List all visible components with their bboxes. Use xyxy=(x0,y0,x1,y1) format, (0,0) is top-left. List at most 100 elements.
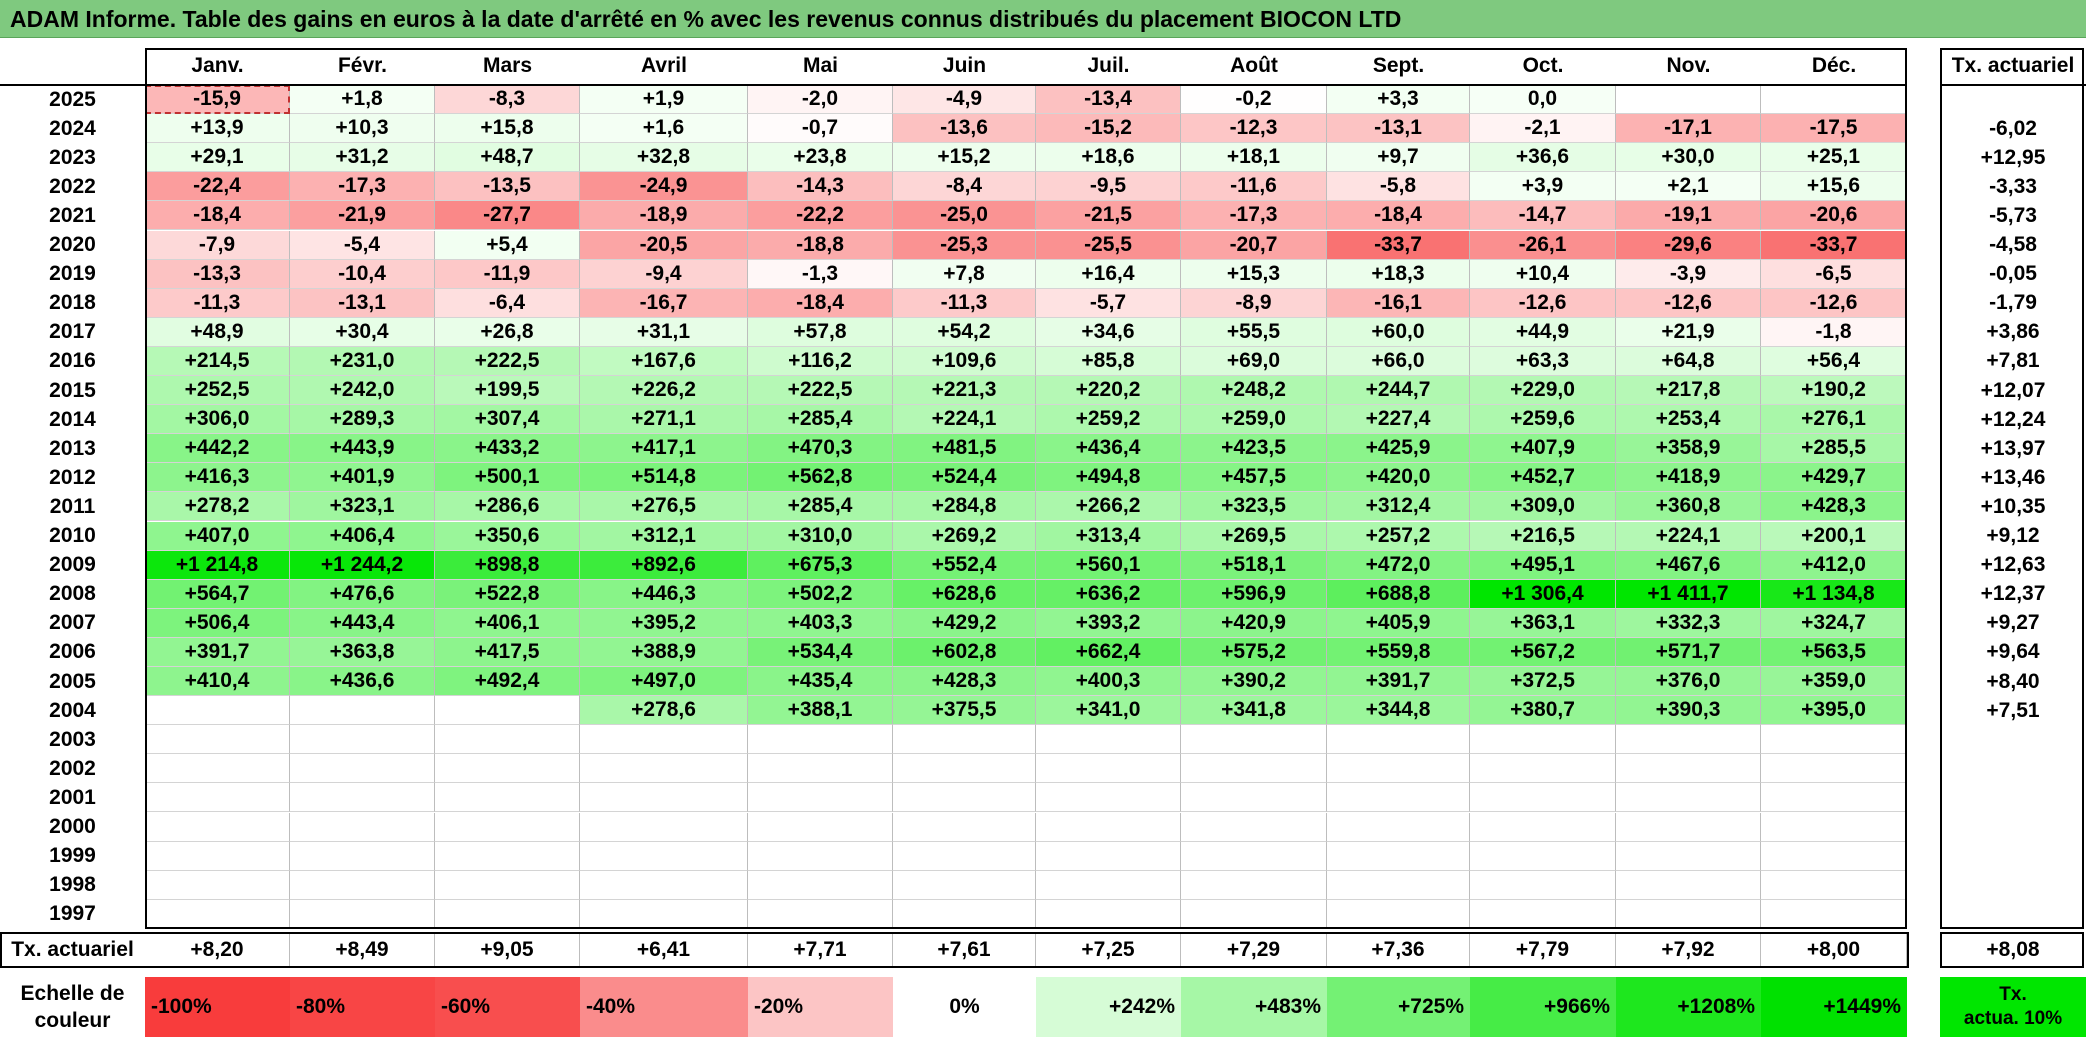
row-tx-actuariel: +7,51 xyxy=(1986,698,2040,722)
footer-tx-value: +7,25 xyxy=(1036,932,1181,968)
table-cell: +500,1 xyxy=(435,463,580,493)
table-cell: +391,7 xyxy=(145,637,290,667)
table-cell: +433,2 xyxy=(435,434,580,464)
table-cell: +244,7 xyxy=(1327,376,1470,406)
table-cell: -13,6 xyxy=(893,114,1036,144)
table-cell: +636,2 xyxy=(1036,579,1181,609)
table-cell: +109,6 xyxy=(893,346,1036,376)
table-cell xyxy=(1181,841,1327,871)
table-cell: +5,4 xyxy=(435,230,580,260)
table-cell: +898,8 xyxy=(435,550,580,580)
year-label: 2019 xyxy=(49,262,96,286)
table-cell: +494,8 xyxy=(1036,463,1181,493)
year-label: 2015 xyxy=(49,378,96,402)
table-cell: +15,3 xyxy=(1181,259,1327,289)
table-cell: -17,3 xyxy=(1181,201,1327,231)
table-cell: +259,2 xyxy=(1036,405,1181,435)
scale-step: +242% xyxy=(1036,977,1181,1037)
table-cell: +425,9 xyxy=(1327,434,1470,464)
table-cell xyxy=(748,812,893,842)
table-cell: -11,3 xyxy=(893,288,1036,318)
table-cell: +406,4 xyxy=(290,521,435,551)
table-cell xyxy=(1470,725,1616,755)
table-cell: +412,0 xyxy=(1761,550,1907,580)
month-header: Mai xyxy=(748,48,893,85)
table-cell: 0,0 xyxy=(1470,85,1616,115)
table-cell: +417,5 xyxy=(435,637,580,667)
table-cell: -21,9 xyxy=(290,201,435,231)
table-cell xyxy=(893,870,1036,900)
table-cell: +481,5 xyxy=(893,434,1036,464)
table-cell xyxy=(435,841,580,871)
table-cell: +18,6 xyxy=(1036,143,1181,173)
table-cell: +226,2 xyxy=(580,376,748,406)
table-cell: -33,7 xyxy=(1327,230,1470,260)
table-cell: +307,4 xyxy=(435,405,580,435)
table-cell: +892,6 xyxy=(580,550,748,580)
year-label: 2007 xyxy=(49,611,96,635)
table-cell: +1 411,7 xyxy=(1616,579,1761,609)
table-cell xyxy=(1327,754,1470,784)
table-cell: -15,2 xyxy=(1036,114,1181,144)
table-cell: +231,0 xyxy=(290,346,435,376)
scale-step: +966% xyxy=(1470,977,1616,1037)
table-cell: +48,7 xyxy=(435,143,580,173)
table-cell: +278,2 xyxy=(145,492,290,522)
year-label: 2018 xyxy=(49,291,96,315)
table-cell: -22,2 xyxy=(748,201,893,231)
table-cell: +259,0 xyxy=(1181,405,1327,435)
table-cell xyxy=(1036,841,1181,871)
table-cell: +1,8 xyxy=(290,85,435,115)
table-cell: -9,4 xyxy=(580,259,748,289)
table-cell: +405,9 xyxy=(1327,608,1470,638)
year-label: 2008 xyxy=(49,582,96,606)
row-tx-actuariel: +8,40 xyxy=(1986,669,2040,693)
table-cell: +18,1 xyxy=(1181,143,1327,173)
year-label: 2011 xyxy=(49,494,96,518)
table-cell: +407,9 xyxy=(1470,434,1616,464)
month-header: Juil. xyxy=(1036,48,1181,85)
table-cell: -25,5 xyxy=(1036,230,1181,260)
table-cell: -8,4 xyxy=(893,172,1036,202)
table-cell: +416,3 xyxy=(145,463,290,493)
month-header: Nov. xyxy=(1616,48,1761,85)
row-tx-actuariel xyxy=(1940,783,2086,812)
table-cell xyxy=(1470,870,1616,900)
table-cell xyxy=(748,841,893,871)
table-cell: +420,9 xyxy=(1181,608,1327,638)
row-tx-actuariel: +9,27 xyxy=(1986,611,2040,635)
table-cell: +285,5 xyxy=(1761,434,1907,464)
table-cell: -8,3 xyxy=(435,85,580,115)
table-cell xyxy=(145,725,290,755)
table-cell: +452,7 xyxy=(1470,463,1616,493)
table-cell xyxy=(1036,725,1181,755)
table-cell: +344,8 xyxy=(1327,696,1470,726)
scale-step: +1208% xyxy=(1616,977,1761,1037)
table-cell: -15,9 xyxy=(145,85,290,115)
table-cell: +48,9 xyxy=(145,317,290,347)
month-header: Juin xyxy=(893,48,1036,85)
table-cell: -13,5 xyxy=(435,172,580,202)
table-cell: +502,2 xyxy=(748,579,893,609)
table-cell: +312,1 xyxy=(580,521,748,551)
table-cell: +199,5 xyxy=(435,376,580,406)
year-label: 2017 xyxy=(49,320,96,344)
table-cell xyxy=(580,870,748,900)
table-cell: +596,9 xyxy=(1181,579,1327,609)
table-cell: -25,3 xyxy=(893,230,1036,260)
table-cell: -8,9 xyxy=(1181,288,1327,318)
table-cell xyxy=(290,841,435,871)
table-cell: -1,8 xyxy=(1761,317,1907,347)
table-cell xyxy=(748,899,893,929)
table-cell: +56,4 xyxy=(1761,346,1907,376)
table-cell: +10,3 xyxy=(290,114,435,144)
scale-step: 0% xyxy=(893,977,1036,1037)
table-cell: +2,1 xyxy=(1616,172,1761,202)
table-cell: +30,0 xyxy=(1616,143,1761,173)
table-cell: -16,7 xyxy=(580,288,748,318)
table-cell: -12,6 xyxy=(1761,288,1907,318)
scale-step: -100% xyxy=(145,977,290,1037)
scale-label-line2: couleur xyxy=(34,1009,111,1032)
table-cell: -6,4 xyxy=(435,288,580,318)
year-label: 2000 xyxy=(49,815,96,839)
